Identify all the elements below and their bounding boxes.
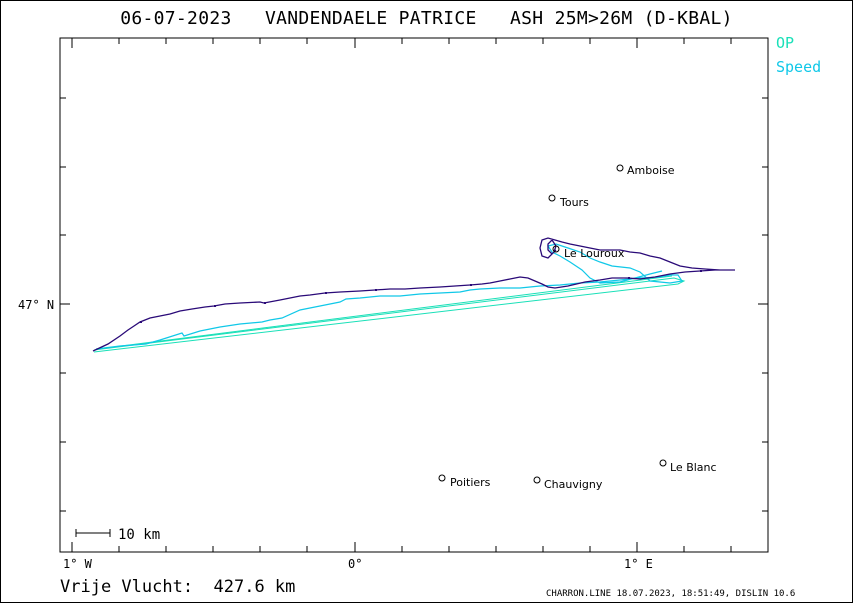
- city-le-blanc-label: Le Blanc: [670, 461, 717, 474]
- city-amboise-marker: [616, 164, 624, 172]
- free-flight-distance: Vrije Vlucht: 427.6 km: [60, 577, 296, 597]
- legend-op: OP: [776, 34, 795, 52]
- scale-bar: 10 km: [75, 527, 160, 543]
- city-amboise-label: Amboise: [627, 164, 675, 177]
- lon-label-east: 1° E: [624, 557, 653, 571]
- op-track: [93, 275, 686, 353]
- footer-info: CHARRON.LINE 18.07.2023, 18:51:49, DISLI…: [546, 589, 796, 599]
- city-markers: Amboise Tours Le Louroux Poitiers Chauvi…: [438, 164, 717, 491]
- scale-bar-label: 10 km: [118, 527, 160, 543]
- flight-track: [92, 237, 735, 352]
- city-le-louroux-label: Le Louroux: [564, 247, 625, 260]
- city-tours-label: Tours: [559, 196, 589, 209]
- right-ticks: [758, 97, 768, 512]
- city-poitiers-label: Poitiers: [450, 476, 491, 489]
- lon-label-zero: 0°: [348, 557, 363, 571]
- city-tours-marker: [548, 194, 556, 202]
- flight-title: 06-07-2023 VANDENDAELE PATRICE ASH 25M>2…: [120, 8, 733, 29]
- city-poitiers-marker: [438, 474, 446, 482]
- plot-area: [59, 37, 769, 553]
- lon-label-west: 1° W: [63, 557, 92, 571]
- bottom-ticks: [71, 542, 732, 552]
- left-ticks: [60, 97, 70, 512]
- city-chauvigny-marker: [533, 476, 541, 484]
- track-markers: [140, 270, 702, 323]
- lat-label: 47° N: [18, 298, 55, 312]
- city-le-blanc-marker: [659, 459, 667, 467]
- city-chauvigny-label: Chauvigny: [544, 478, 603, 491]
- legend-speed: Speed: [776, 58, 822, 76]
- top-ticks: [71, 38, 732, 48]
- city-le-louroux-marker: [552, 245, 560, 253]
